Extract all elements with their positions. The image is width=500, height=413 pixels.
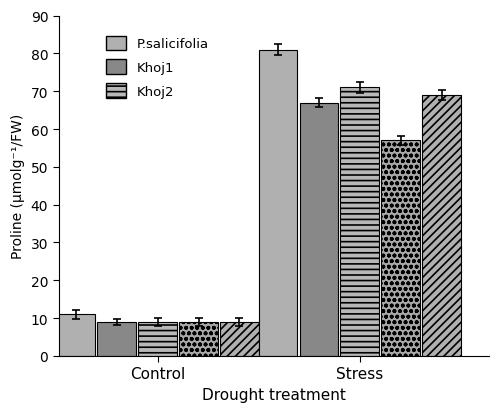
Bar bbox=[300, 103, 339, 356]
Bar bbox=[220, 322, 258, 356]
Y-axis label: Proline (μmolg⁻¹/FW): Proline (μmolg⁻¹/FW) bbox=[11, 114, 25, 259]
Bar bbox=[179, 322, 218, 356]
Bar bbox=[422, 96, 461, 356]
Legend: P.salicifolia, Khoj1, Khoj2: P.salicifolia, Khoj1, Khoj2 bbox=[100, 30, 216, 105]
Bar bbox=[98, 322, 136, 356]
Bar bbox=[138, 322, 177, 356]
Bar bbox=[382, 141, 420, 356]
X-axis label: Drought treatment: Drought treatment bbox=[202, 387, 346, 402]
Bar bbox=[340, 88, 379, 356]
Bar bbox=[258, 50, 298, 356]
Bar bbox=[56, 315, 96, 356]
